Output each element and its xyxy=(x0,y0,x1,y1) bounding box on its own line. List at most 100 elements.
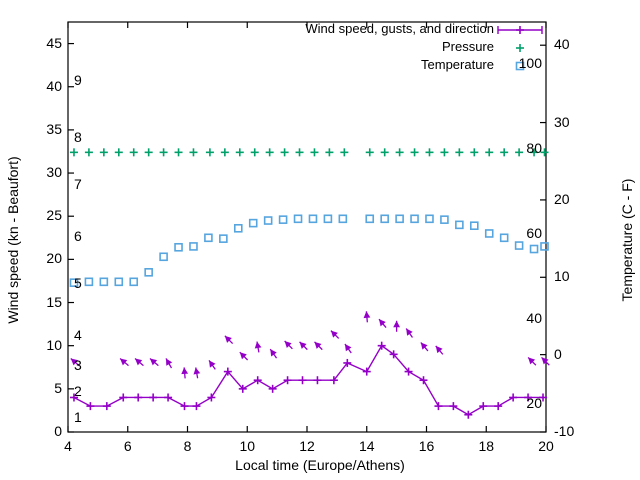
arrow-head xyxy=(270,349,277,357)
temperature-marker xyxy=(338,214,348,224)
temperature-marker xyxy=(144,268,153,277)
wind-direction-arrow xyxy=(363,311,371,323)
wind-direction-arrow xyxy=(527,356,537,366)
temperature-marker xyxy=(129,277,139,287)
arrow-head xyxy=(528,357,536,365)
y-tick-label-left: 30 xyxy=(46,164,62,181)
arrow-head xyxy=(393,320,401,328)
wind-direction-arrow xyxy=(134,358,144,367)
x-tick-label: 20 xyxy=(538,438,554,454)
temperature-marker xyxy=(365,214,375,224)
fahrenheit-label: 20 xyxy=(526,394,542,411)
arrow-head xyxy=(363,311,371,319)
arrow-head xyxy=(181,367,189,375)
temperature-marker xyxy=(380,214,389,224)
wind-direction-arrow xyxy=(149,358,159,367)
temperature-marker xyxy=(469,221,479,231)
x-tick-label: 18 xyxy=(478,438,495,454)
arrow-head xyxy=(344,343,352,352)
temperature-marker xyxy=(499,233,509,243)
x-tick-label: 10 xyxy=(239,438,256,454)
series-wind xyxy=(69,341,548,419)
arrow-head xyxy=(435,345,443,354)
temperature-marker xyxy=(308,214,318,224)
temperature-marker xyxy=(410,214,419,224)
beaufort-label: 9 xyxy=(74,72,82,89)
x-tick-label: 16 xyxy=(418,438,435,454)
temperature-marker xyxy=(159,252,168,262)
x-axis-title: Local time (Europe/Athens) xyxy=(0,457,640,473)
wind-direction-arrow xyxy=(393,320,401,332)
x-tick-label: 4 xyxy=(64,438,72,454)
arrow-head xyxy=(330,330,338,338)
y-tick-label-left: 25 xyxy=(46,207,62,224)
temperature-marker xyxy=(99,277,109,287)
legend-label-temperature[interactable]: Temperature xyxy=(421,57,494,72)
wind-direction-arrow xyxy=(344,343,352,354)
y-tick-label-left: 35 xyxy=(46,120,62,137)
temperature-marker xyxy=(484,229,494,238)
arrow-head xyxy=(541,357,549,365)
wind-direction-arrow xyxy=(378,318,387,329)
temperature-marker xyxy=(540,242,549,251)
arrow-head xyxy=(135,358,143,366)
arrow-head xyxy=(254,341,262,349)
y-tick-label-right: 0 xyxy=(554,345,562,362)
temperature-marker xyxy=(293,214,303,224)
fahrenheit-label: 80 xyxy=(526,139,542,156)
plot-frame xyxy=(67,21,547,433)
arrow-head xyxy=(379,319,386,327)
arrow-head xyxy=(406,328,413,336)
x-tick-label: 12 xyxy=(299,438,315,454)
arrow-head xyxy=(420,342,428,350)
wind-direction-arrow xyxy=(70,358,80,367)
beaufort-label: 8 xyxy=(74,128,82,145)
temperature-marker xyxy=(263,216,273,225)
wind-direction-arrow xyxy=(224,335,234,345)
wind-direction-arrow xyxy=(299,341,308,351)
wind-direction-arrow xyxy=(208,360,216,370)
arrow-head xyxy=(284,341,292,349)
arrow-head xyxy=(120,358,128,366)
y-tick-label-right: 40 xyxy=(554,36,570,53)
fahrenheit-label: 100 xyxy=(518,54,542,71)
temperature-marker xyxy=(278,215,288,224)
wind-direction-arrow xyxy=(239,351,249,361)
temperature-marker xyxy=(529,244,539,254)
temperature-marker xyxy=(323,214,333,224)
wind-direction-arrow xyxy=(193,367,201,379)
y-tick-label-left: 10 xyxy=(46,336,62,353)
x-tick-label: 6 xyxy=(123,438,132,454)
legend-label-pressure[interactable]: Pressure xyxy=(441,39,494,54)
series-pressure xyxy=(69,148,549,157)
wind-direction-arrow xyxy=(405,328,414,338)
beaufort-label: 2 xyxy=(74,383,82,400)
wind-direction-arrow xyxy=(254,341,262,353)
arrow-head xyxy=(149,358,158,366)
wind-direction-arrow xyxy=(435,345,444,355)
wind-direction-arrow xyxy=(314,341,323,351)
beaufort-label: 4 xyxy=(74,327,82,344)
temperature-marker xyxy=(204,233,213,243)
temperature-marker xyxy=(174,242,183,252)
arrow-head xyxy=(314,341,322,349)
temperature-marker xyxy=(248,218,258,228)
wind-direction-arrow xyxy=(269,348,278,359)
arrow-head xyxy=(70,358,78,366)
arrow-head xyxy=(165,358,173,366)
y-tick-label-right: 10 xyxy=(554,268,570,285)
wind-direction-arrow xyxy=(330,330,340,339)
arrow-head xyxy=(193,367,201,375)
y-tick-label-left: 40 xyxy=(46,77,62,94)
y-tick-label-left: 5 xyxy=(54,379,62,396)
beaufort-label: 5 xyxy=(74,275,82,292)
y-tick-label-left: 20 xyxy=(46,250,62,267)
wind-direction-arrow xyxy=(420,342,429,352)
temperature-marker xyxy=(189,242,198,251)
fahrenheit-label: 60 xyxy=(526,224,542,241)
legend-label-wind[interactable]: Wind speed, gusts, and direction xyxy=(305,21,494,36)
wind-direction-arrow xyxy=(284,340,293,350)
wind-speed-line xyxy=(73,344,544,416)
